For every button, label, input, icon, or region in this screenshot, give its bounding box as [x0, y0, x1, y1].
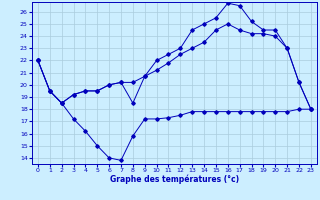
- X-axis label: Graphe des températures (°c): Graphe des températures (°c): [110, 175, 239, 184]
